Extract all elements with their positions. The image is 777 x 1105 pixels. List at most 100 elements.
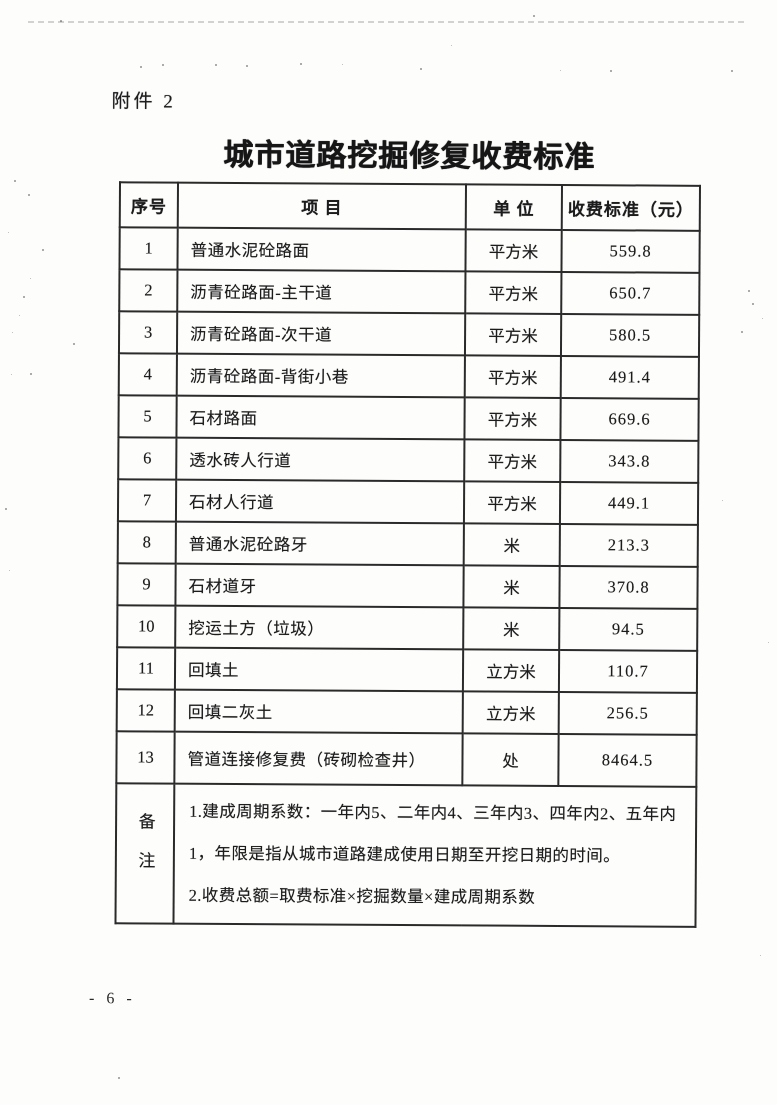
table-row: 1 普通水泥砼路面 平方米 559.8 <box>119 227 700 273</box>
unit-cell: 平方米 <box>463 481 561 524</box>
remark-line-2: 2.收费总额=取费标准×挖掘数量×建成周期系数 <box>188 885 536 907</box>
item-cell: 石材人行道 <box>175 479 465 524</box>
unit-cell: 平方米 <box>465 271 562 314</box>
fee-cell: 8464.5 <box>558 733 697 787</box>
fee-cell: 343.8 <box>560 439 699 483</box>
fee-cell: 213.3 <box>559 523 698 567</box>
row-number-cell: 1 <box>119 227 178 270</box>
table-row: 7 石材人行道 平方米 449.1 <box>117 479 699 525</box>
scan-speck <box>118 1077 120 1079</box>
item-cell: 普通水泥砼路面 <box>177 227 466 272</box>
unit-cell: 平方米 <box>464 397 561 440</box>
scan-speck <box>8 232 9 233</box>
scan-speck <box>215 64 217 66</box>
scan-speck <box>768 642 769 643</box>
row-number-cell: 5 <box>118 395 177 438</box>
item-cell: 回填土 <box>174 647 464 692</box>
item-cell: 普通水泥砼路牙 <box>175 521 464 566</box>
scan-speck <box>140 66 142 68</box>
item-cell: 沥青砼路面-主干道 <box>177 269 466 314</box>
fee-cell: 110.7 <box>558 649 698 693</box>
fee-cell: 559.8 <box>561 229 700 273</box>
table-row: 2 沥青砼路面-主干道 平方米 650.7 <box>119 269 700 315</box>
scan-speck <box>162 64 164 66</box>
fee-cell: 449.1 <box>559 481 699 525</box>
row-number-cell: 3 <box>118 311 178 354</box>
unit-cell: 米 <box>463 565 560 608</box>
table-row: 11 回填土 立方米 110.7 <box>116 647 698 693</box>
scan-speck <box>28 194 30 196</box>
scan-speck <box>741 331 743 333</box>
row-number-cell: 8 <box>117 521 176 564</box>
scan-speck <box>23 296 25 298</box>
table-row: 5 石材路面 平方米 669.6 <box>118 395 699 441</box>
fee-table: 序号 项 目 单 位 收费标准（元） 1 普通水泥砼路面 平方米 559.8 2… <box>114 181 701 928</box>
scan-speck <box>748 290 750 292</box>
scan-speck <box>73 343 75 345</box>
scan-speck <box>14 180 16 182</box>
scan-speck <box>12 332 13 333</box>
fee-cell: 580.5 <box>560 313 700 357</box>
scan-noise-line <box>28 21 744 23</box>
item-cell: 管道连接修复费（砖砌检查井） <box>174 731 463 786</box>
remarks-label: 备注 <box>135 811 155 891</box>
remarks-row: 备注 1.建成周期系数：一年内5、二年内4、三年内3、四年内2、五年内1，年限是… <box>115 783 697 928</box>
header-row: 序号 项 目 单 位 收费标准（元） <box>119 182 701 231</box>
scan-speck <box>731 70 733 72</box>
fee-table-footer: 备注 1.建成周期系数：一年内5、二年内4、三年内3、四年内2、五年内1，年限是… <box>115 783 697 928</box>
unit-cell: 米 <box>463 607 560 650</box>
scan-speck <box>760 955 761 956</box>
scan-speck <box>19 315 20 316</box>
scan-speck <box>60 20 62 22</box>
table-row: 8 普通水泥砼路牙 米 213.3 <box>117 521 698 567</box>
scan-speck <box>11 374 12 375</box>
scan-speck <box>560 70 561 71</box>
row-number-cell: 7 <box>117 479 177 522</box>
scan-speck <box>762 318 763 319</box>
table-row: 9 石材道牙 米 370.8 <box>117 563 698 609</box>
unit-cell: 平方米 <box>464 313 562 356</box>
unit-cell: 平方米 <box>464 355 561 398</box>
table-row: 12 回填二灰土 立方米 256.5 <box>116 689 697 735</box>
remarks-content-cell: 1.建成周期系数：一年内5、二年内4、三年内3、四年内2、五年内1，年限是指从城… <box>173 783 697 928</box>
item-cell: 回填二灰土 <box>174 689 463 734</box>
table-row: 3 沥青砼路面-次干道 平方米 580.5 <box>118 311 700 357</box>
fee-cell: 650.7 <box>561 271 700 315</box>
row-number-cell: 11 <box>116 647 176 690</box>
row-number-cell: 2 <box>119 269 178 312</box>
row-number-cell: 4 <box>118 353 177 396</box>
unit-cell: 米 <box>463 523 560 566</box>
unit-cell: 平方米 <box>465 229 562 272</box>
table-row: 6 透水砖人行道 平方米 343.8 <box>118 437 699 483</box>
scan-speck <box>610 70 612 72</box>
remarks-label-cell: 备注 <box>115 783 175 924</box>
scan-speck <box>30 373 32 375</box>
scan-speck <box>722 500 723 501</box>
row-number-cell: 10 <box>117 605 176 648</box>
scan-speck <box>420 68 422 70</box>
unit-cell: 立方米 <box>462 649 560 692</box>
scan-speck <box>5 508 7 510</box>
scan-speck <box>42 249 44 251</box>
col-header-no: 序号 <box>119 182 179 228</box>
fee-table-header: 序号 项 目 单 位 收费标准（元） <box>119 182 701 231</box>
item-cell: 挖运土方（垃圾） <box>175 605 464 650</box>
item-cell: 沥青砼路面-次干道 <box>176 311 466 356</box>
unit-cell: 立方米 <box>462 691 559 734</box>
page-title: 城市道路挖掘修复收费标准 <box>223 138 596 175</box>
page-number: - 6 - <box>88 990 136 1008</box>
row-number-cell: 13 <box>116 731 175 784</box>
row-number-cell: 12 <box>116 689 175 732</box>
item-cell: 透水砖人行道 <box>176 437 465 482</box>
fee-cell: 94.5 <box>559 607 698 651</box>
fee-cell: 491.4 <box>560 355 699 399</box>
scan-speck <box>9 570 10 571</box>
item-cell: 石材路面 <box>176 395 465 440</box>
unit-cell: 平方米 <box>464 439 561 482</box>
table-row: 13 管道连接修复费（砖砌检查井） 处 8464.5 <box>116 731 697 787</box>
fee-cell: 370.8 <box>559 565 698 609</box>
fee-cell: 256.5 <box>558 691 697 735</box>
scan-speck <box>342 64 343 65</box>
